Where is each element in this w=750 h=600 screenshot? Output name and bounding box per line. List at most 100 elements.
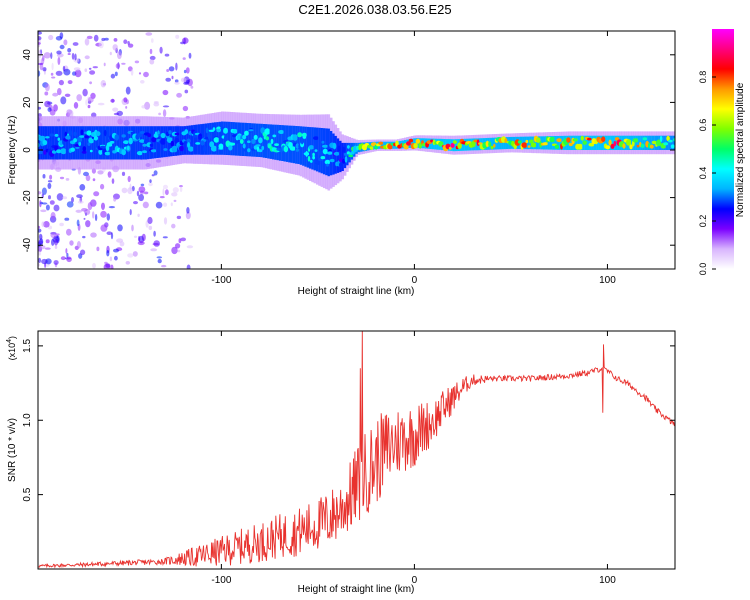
- spectrogram-blob: [147, 133, 152, 138]
- spectrogram-blob: [308, 145, 315, 150]
- spectrogram-blob: [141, 150, 148, 154]
- spectrogram-noise-cell: [163, 217, 168, 225]
- spectrogram-noise-cell: [161, 264, 167, 268]
- spectrogram-noise-cell: [86, 35, 93, 40]
- spectrogram-noise-cell: [153, 102, 160, 107]
- spectrogram-noise-cell: [39, 245, 46, 250]
- spectrogram-blob: [632, 138, 639, 143]
- spectrogram-blob: [651, 140, 657, 145]
- spectrogram-band: [179, 126, 182, 156]
- spectrogram-band: [75, 126, 78, 160]
- spectrogram-noise-cell: [106, 213, 111, 221]
- spectrogram-blob: [310, 159, 313, 163]
- spectrogram-panel: -40 -20 0 20 40 -100 0 100 Height of straight …: [7, 30, 676, 297]
- spectrogram-noise-cell: [59, 222, 64, 227]
- spectrogram-blob: [253, 134, 258, 140]
- spectrogram-noise-cell: [176, 92, 183, 98]
- spectrogram-noise-cell: [76, 94, 82, 102]
- spectrogram-noise-cell: [113, 197, 117, 202]
- spectrogram-band: [614, 135, 618, 150]
- spectrogram-blob: [98, 149, 103, 155]
- spectrogram-noise-cell: [51, 62, 54, 71]
- spectrogram-marks: [38, 31, 675, 269]
- spectrogram-blob: [80, 129, 84, 136]
- spectrogram-noise-cell: [50, 231, 57, 239]
- spectrogram-blob: [54, 133, 59, 137]
- spectrogram-noise-cell: [41, 57, 45, 65]
- spectrogram-noise-cell: [182, 57, 186, 60]
- spectrogram-blob: [261, 145, 265, 151]
- spectrogram-blob: [566, 137, 571, 143]
- spectrogram-blob: [312, 155, 315, 160]
- spectrogram-noise-cell: [90, 232, 97, 238]
- spectrogram-blob: [295, 148, 299, 152]
- spectrogram-blob: [60, 148, 67, 155]
- spectrogram-noise-cell: [77, 200, 84, 204]
- spectrogram-blob: [554, 144, 560, 149]
- spectrogram-noise-cell: [153, 230, 156, 237]
- spectrogram-noise-cell: [38, 59, 42, 64]
- spectrogram-blob: [89, 149, 93, 153]
- spectrogram-noise-cell: [185, 211, 191, 220]
- spectrogram-noise-cell: [162, 236, 168, 239]
- spectrogram-blob: [342, 146, 346, 153]
- spectrogram-noise-cell: [112, 107, 119, 112]
- spectrogram-noise-cell: [74, 69, 82, 78]
- spectrogram-noise-cell: [53, 204, 60, 212]
- spectrogram-noise-cell: [144, 101, 151, 110]
- spectrogram-blob: [151, 137, 157, 143]
- spectrogram-band: [587, 135, 590, 150]
- spectrogram-noise-cell: [159, 196, 165, 199]
- spectrogram-band: [230, 122, 233, 156]
- spectrogram-noise-cell: [100, 210, 107, 218]
- spectrogram-noise-cell: [38, 257, 41, 263]
- spectrogram-noise-cell: [66, 228, 72, 236]
- spectrogram-noise-cell: [148, 182, 153, 187]
- colorbar-ticks: 0.0 0.2 0.4 0.6 0.8: [698, 71, 716, 275]
- spectrogram-noise-cell: [125, 106, 128, 109]
- snr-panel: 0.5 1.0 1.5 -100 0 100 Height of straight li…: [6, 330, 676, 595]
- spectrogram-noise-cell: [51, 76, 56, 79]
- spectrogram-band: [443, 139, 446, 151]
- spectrogram-band: [142, 126, 145, 160]
- spectrogram-noise-cell: [55, 70, 63, 76]
- spectrogram-noise-cell: [38, 228, 42, 233]
- spectrogram-noise-cell: [100, 224, 108, 232]
- spectrogram-noise-cell: [171, 223, 176, 229]
- spectrogram-blob: [78, 141, 82, 146]
- spectrogram-blob: [274, 143, 279, 147]
- spectrogram-blob: [450, 142, 455, 148]
- spectrogram-noise-cell: [38, 106, 42, 110]
- spectrogram-noise-cell: [38, 251, 41, 256]
- spectrogram-noise-cell: [110, 264, 114, 269]
- spectrogram-band: [38, 126, 41, 160]
- spectrogram-blob: [170, 140, 174, 147]
- spectrogram-noise-cell: [96, 246, 100, 252]
- spectrogram-blob: [160, 132, 166, 139]
- spectrogram-blob: [253, 145, 258, 150]
- spectrogram-cells: [38, 31, 675, 269]
- spectrogram-noise-cell: [148, 225, 153, 230]
- spectrogram-noise-cell: [76, 241, 81, 249]
- spectrogram-blob: [87, 142, 91, 146]
- spectrogram-noise-cell: [67, 48, 72, 53]
- spectrogram-noise-cell: [112, 44, 118, 51]
- spectrogram-band: [668, 135, 671, 150]
- spectrogram-blob: [198, 135, 203, 140]
- spectrogram-blob: [127, 146, 130, 151]
- spectrogram-noise-cell: [43, 52, 51, 59]
- spectrogram-band: [114, 126, 117, 160]
- spectrogram-noise-cell: [71, 197, 74, 203]
- spectrogram-band: [211, 122, 215, 155]
- spectrogram-blob: [109, 140, 115, 144]
- spectrogram-band: [413, 138, 416, 148]
- spectrogram-noise-cell: [64, 93, 71, 98]
- spectrogram-noise-cell: [186, 264, 191, 269]
- spectrogram-blob: [493, 143, 496, 148]
- spectrogram-noise-cell: [113, 248, 119, 253]
- spectrogram-blob: [649, 144, 654, 149]
- spectrogram-noise-cell: [172, 187, 179, 193]
- spectrogram-noise-cell: [56, 193, 64, 201]
- spectrogram-noise-cell: [138, 186, 146, 193]
- spectrogram-noise-cell: [38, 191, 42, 195]
